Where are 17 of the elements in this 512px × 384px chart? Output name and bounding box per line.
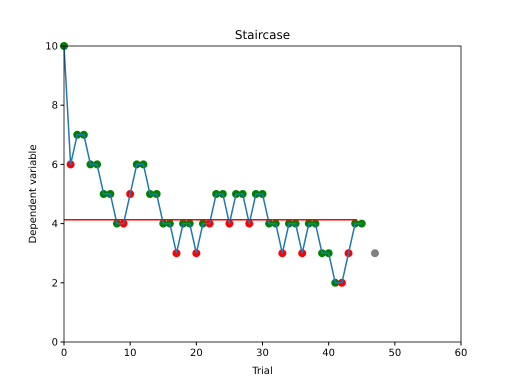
y-tick-label: 0 [52, 338, 58, 348]
x-tick-label: 40 [322, 348, 336, 359]
y-tick-label: 10 [45, 42, 58, 52]
x-tick-label: 10 [124, 348, 137, 359]
y-tick-label: 2 [52, 278, 58, 290]
x-tick-label: 20 [190, 348, 203, 359]
y-axis-title: Dependent variable [28, 144, 39, 244]
y-tick-label: 6 [52, 160, 58, 171]
x-tick-label: 60 [454, 348, 468, 359]
chart-title: Staircase [234, 28, 290, 42]
x-tick-label: 0 [60, 348, 68, 359]
y-tick-label: 8 [52, 100, 58, 112]
x-tick-label: 30 [256, 348, 269, 359]
x-tick-label: 50 [388, 348, 402, 359]
y-tick-label: 4 [52, 219, 58, 230]
x-axis-title: Trial [251, 366, 273, 377]
point [370, 249, 379, 258]
